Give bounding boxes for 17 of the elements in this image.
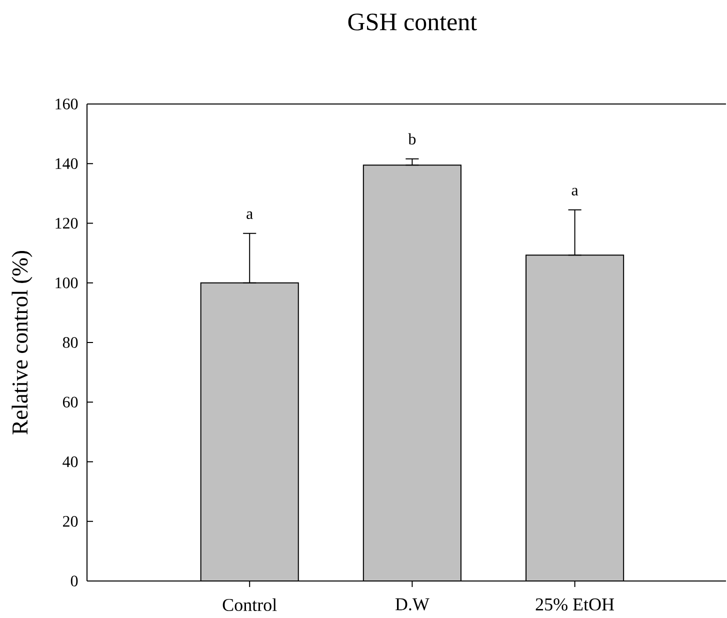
- x-tick-label: D.W: [395, 598, 430, 610]
- y-tick-label: 140: [56, 158, 78, 170]
- y-tick-label: 0: [70, 576, 78, 586]
- x-tick-label: Control: [222, 598, 277, 612]
- x-tick-label: 25% EtOH: [536, 598, 614, 611]
- y-tick-label: 120: [56, 218, 78, 229]
- annotation: b: [408, 133, 416, 144]
- annotation: a: [246, 211, 253, 220]
- y-tick-label: 100: [56, 277, 78, 288]
- y-tick-label: 60: [62, 396, 78, 408]
- y-tick-label: 160: [56, 98, 78, 110]
- y-axis-title: Relative control (%): [12, 250, 32, 434]
- chart-title: GSH content: [348, 14, 477, 30]
- y-tick-label: 80: [62, 337, 78, 348]
- y-tick-label: 20: [63, 516, 78, 527]
- y-tick-label: 40: [62, 456, 78, 468]
- annotation: a: [572, 188, 578, 196]
